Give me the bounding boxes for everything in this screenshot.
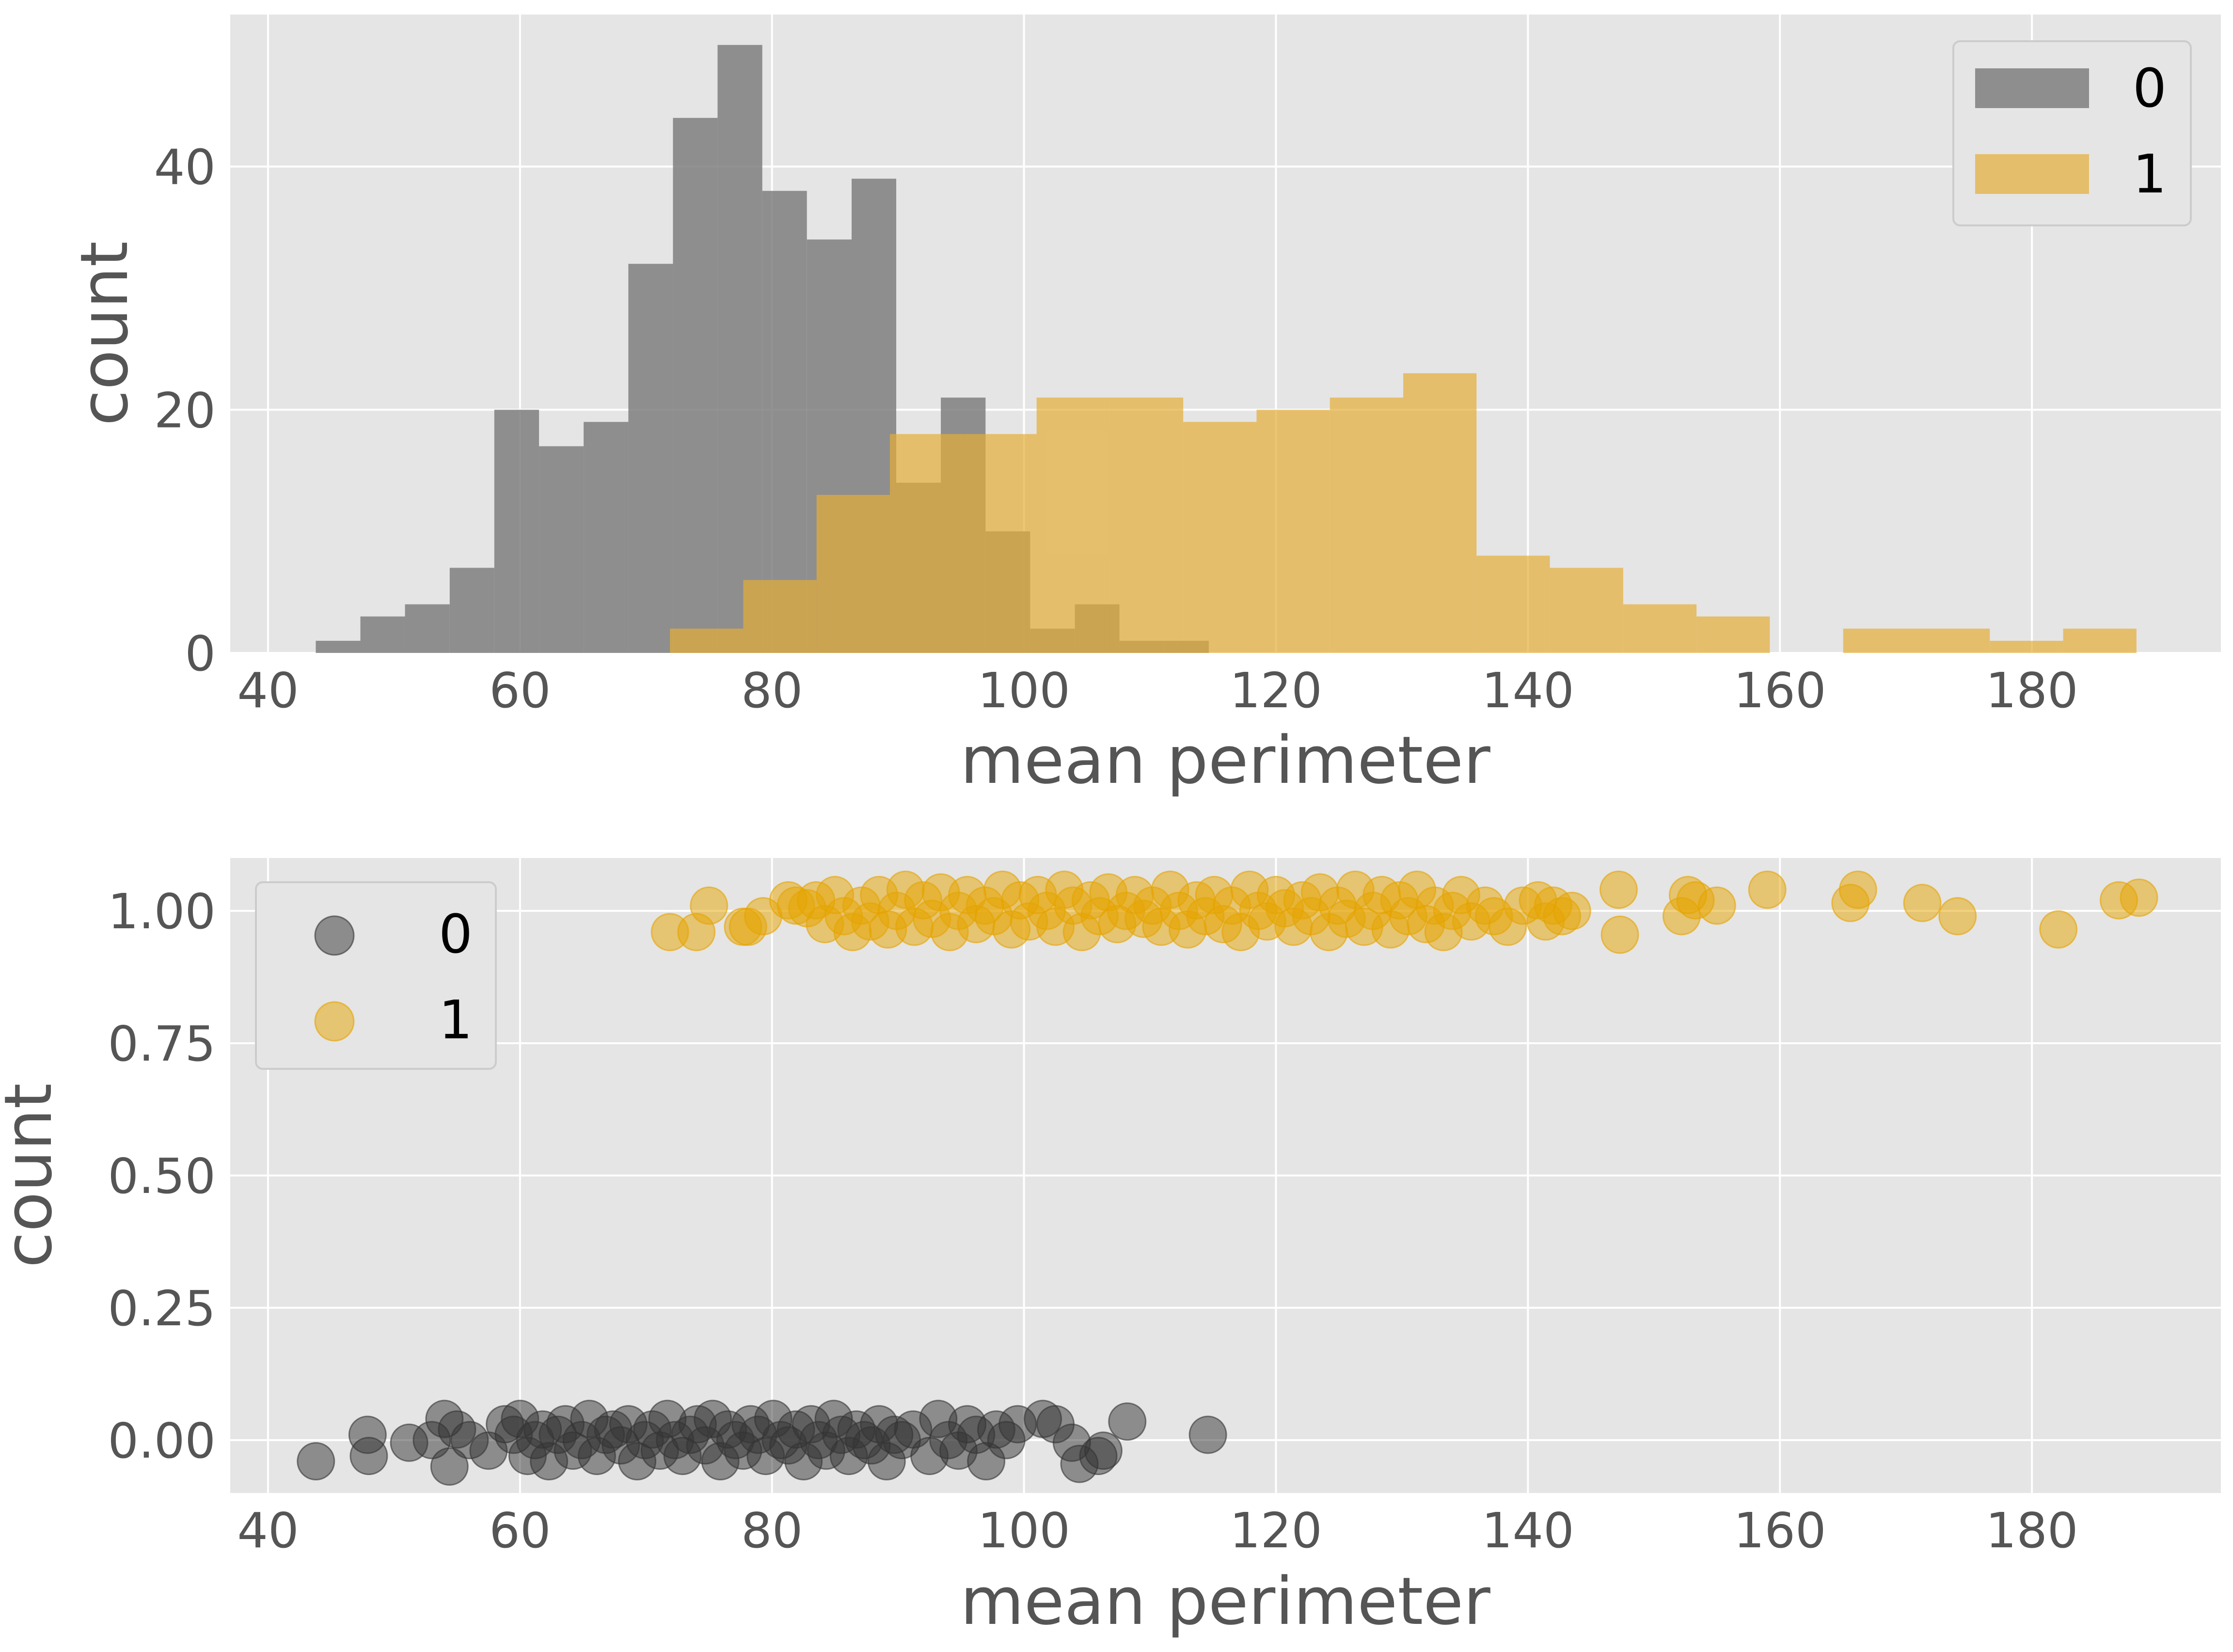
- scatter-point-series1-94: [1600, 915, 1639, 954]
- scatter-legend-label-1: 1: [439, 989, 473, 1051]
- scatter-point-series1-2: [690, 886, 728, 925]
- histogram-bar-series0-0: [316, 640, 361, 653]
- histogram-bar-series1-0: [670, 628, 744, 653]
- histogram-bar-series0-9: [717, 45, 762, 653]
- scatter-point-series1-104: [2039, 910, 2078, 949]
- histogram-y-ticks: 0 20 40: [154, 139, 216, 682]
- scatter-point-series1-101: [1838, 871, 1877, 909]
- histogram-legend-swatch-1: [1975, 154, 2089, 194]
- histogram-bar-series0-10: [762, 191, 807, 653]
- scatter-legend: 0 1: [255, 881, 497, 1070]
- histogram-legend-swatch-0: [1975, 68, 2089, 108]
- histogram-x-tick-label-3: 100: [978, 662, 1070, 719]
- histogram-bar-series1-10: [1403, 373, 1477, 653]
- histogram-bar-series1-16: [1843, 628, 1916, 653]
- scatter-point-series0-0: [297, 1442, 335, 1480]
- scatter-x-tick-label-5: 140: [1482, 1502, 1574, 1559]
- scatter-points: [297, 871, 2158, 1486]
- histogram-bar-series1-1: [743, 580, 817, 653]
- histogram-bar-series1-9: [1330, 397, 1404, 653]
- histogram-bar-series0-6: [584, 422, 629, 653]
- scatter-x-tick-label-2: 80: [741, 1502, 803, 1559]
- scatter-x-tick-label-0: 40: [237, 1502, 299, 1559]
- histogram-x-tick-label-1: 60: [489, 662, 551, 719]
- histogram-x-tick-label-0: 40: [237, 662, 299, 719]
- histogram-bar-series1-14: [1696, 616, 1770, 653]
- scatter-point-series1-92: [1552, 891, 1591, 930]
- scatter-y-tick-label-4: 1.00: [108, 883, 216, 940]
- scatter-x-axis-label: mean perimeter: [960, 1563, 1490, 1639]
- scatter-point-series1-106: [2120, 878, 2158, 917]
- histogram-x-axis-label: mean perimeter: [960, 722, 1490, 798]
- scatter-point-series1-102: [1903, 884, 1942, 922]
- histogram-x-tick-label-7: 180: [1986, 662, 2078, 719]
- histogram-x-tick-label-2: 80: [741, 662, 803, 719]
- histogram-y-axis-label: count: [66, 241, 143, 426]
- scatter-legend-marker-0: [314, 915, 355, 956]
- scatter-point-series1-93: [1600, 871, 1638, 909]
- histogram-bar-series1-5: [1036, 397, 1110, 653]
- scatter-point-series0-6: [430, 1447, 469, 1486]
- histogram-panel: 40 60 80 100 120 140 160 180 0 20 40 mean perimet…: [66, 15, 2221, 798]
- histogram-bar-series1-12: [1550, 568, 1623, 653]
- histogram-y-tick-label-2: 40: [154, 139, 216, 196]
- histogram-bar-series1-3: [890, 434, 964, 653]
- scatter-y-tick-label-3: 0.75: [108, 1016, 216, 1072]
- scatter-point-series0-2: [349, 1437, 388, 1476]
- histogram-bar-series0-7: [628, 264, 673, 653]
- histogram-legend-label-1: 1: [2133, 143, 2167, 205]
- histogram-bar-series0-1: [360, 616, 405, 653]
- histogram-bar-series1-13: [1623, 604, 1697, 653]
- scatter-point-series1-99: [1748, 871, 1787, 909]
- histogram-bar-series1-19: [2063, 628, 2137, 653]
- histogram-legend-label-0: 0: [2133, 57, 2167, 119]
- histogram-bar-series1-2: [816, 494, 890, 653]
- scatter-panel: 40 60 80 100 120 140 160 180 0.00 0.25 0.50 0.75 1.…: [0, 858, 2221, 1639]
- histogram-bar-series0-2: [405, 604, 450, 653]
- histogram-y-tick-label-1: 20: [154, 382, 216, 439]
- histogram-bar-series0-4: [494, 410, 539, 653]
- histogram-bar-series1-18: [1990, 640, 2063, 653]
- histogram-bar-series1-7: [1183, 422, 1257, 653]
- scatter-y-tick-label-0: 0.00: [108, 1413, 216, 1469]
- histogram-bar-series1-4: [963, 434, 1037, 653]
- scatter-point-series0-81: [1188, 1415, 1227, 1454]
- scatter-y-tick-label-2: 0.50: [108, 1148, 216, 1205]
- histogram-y-tick-label-0: 0: [185, 625, 216, 682]
- scatter-x-tick-label-6: 160: [1734, 1502, 1826, 1559]
- scatter-y-tick-label-1: 0.25: [108, 1280, 216, 1337]
- histogram-bars: [316, 45, 2137, 653]
- scatter-legend-label-0: 0: [439, 903, 473, 965]
- histogram-bar-series0-5: [539, 446, 584, 653]
- histogram-x-tick-label-5: 140: [1482, 662, 1574, 719]
- scatter-point-series0-80: [1108, 1402, 1147, 1441]
- scatter-x-tick-label-4: 120: [1230, 1502, 1322, 1559]
- histogram-bar-series0-3: [449, 568, 494, 653]
- histogram-x-tick-label-4: 120: [1230, 662, 1322, 719]
- histogram-legend: 0 1: [1952, 40, 2192, 226]
- scatter-point-series1-98: [1697, 886, 1736, 925]
- scatter-point-series0-79: [1084, 1431, 1123, 1470]
- scatter-x-tick-label-3: 100: [978, 1502, 1070, 1559]
- scatter-y-ticks: 0.00 0.25 0.50 0.75 1.00: [108, 883, 216, 1469]
- scatter-legend-marker-1: [314, 1001, 355, 1042]
- scatter-x-tick-label-1: 60: [489, 1502, 551, 1559]
- histogram-bar-series0-8: [673, 118, 718, 653]
- scatter-x-tick-label-7: 180: [1986, 1502, 2078, 1559]
- scatter-point-series1-103: [1938, 897, 1977, 936]
- histogram-bar-series1-6: [1109, 397, 1184, 653]
- scatter-y-axis-label: count: [0, 1083, 66, 1268]
- histogram-bar-series1-17: [1916, 628, 1990, 653]
- histogram-bar-series1-11: [1476, 556, 1550, 653]
- histogram-x-tick-label-6: 160: [1734, 662, 1826, 719]
- scatter-x-ticks: 40 60 80 100 120 140 160 180: [237, 1502, 2078, 1559]
- histogram-bar-series1-8: [1256, 410, 1330, 653]
- histogram-x-ticks: 40 60 80 100 120 140 160 180: [237, 662, 2078, 719]
